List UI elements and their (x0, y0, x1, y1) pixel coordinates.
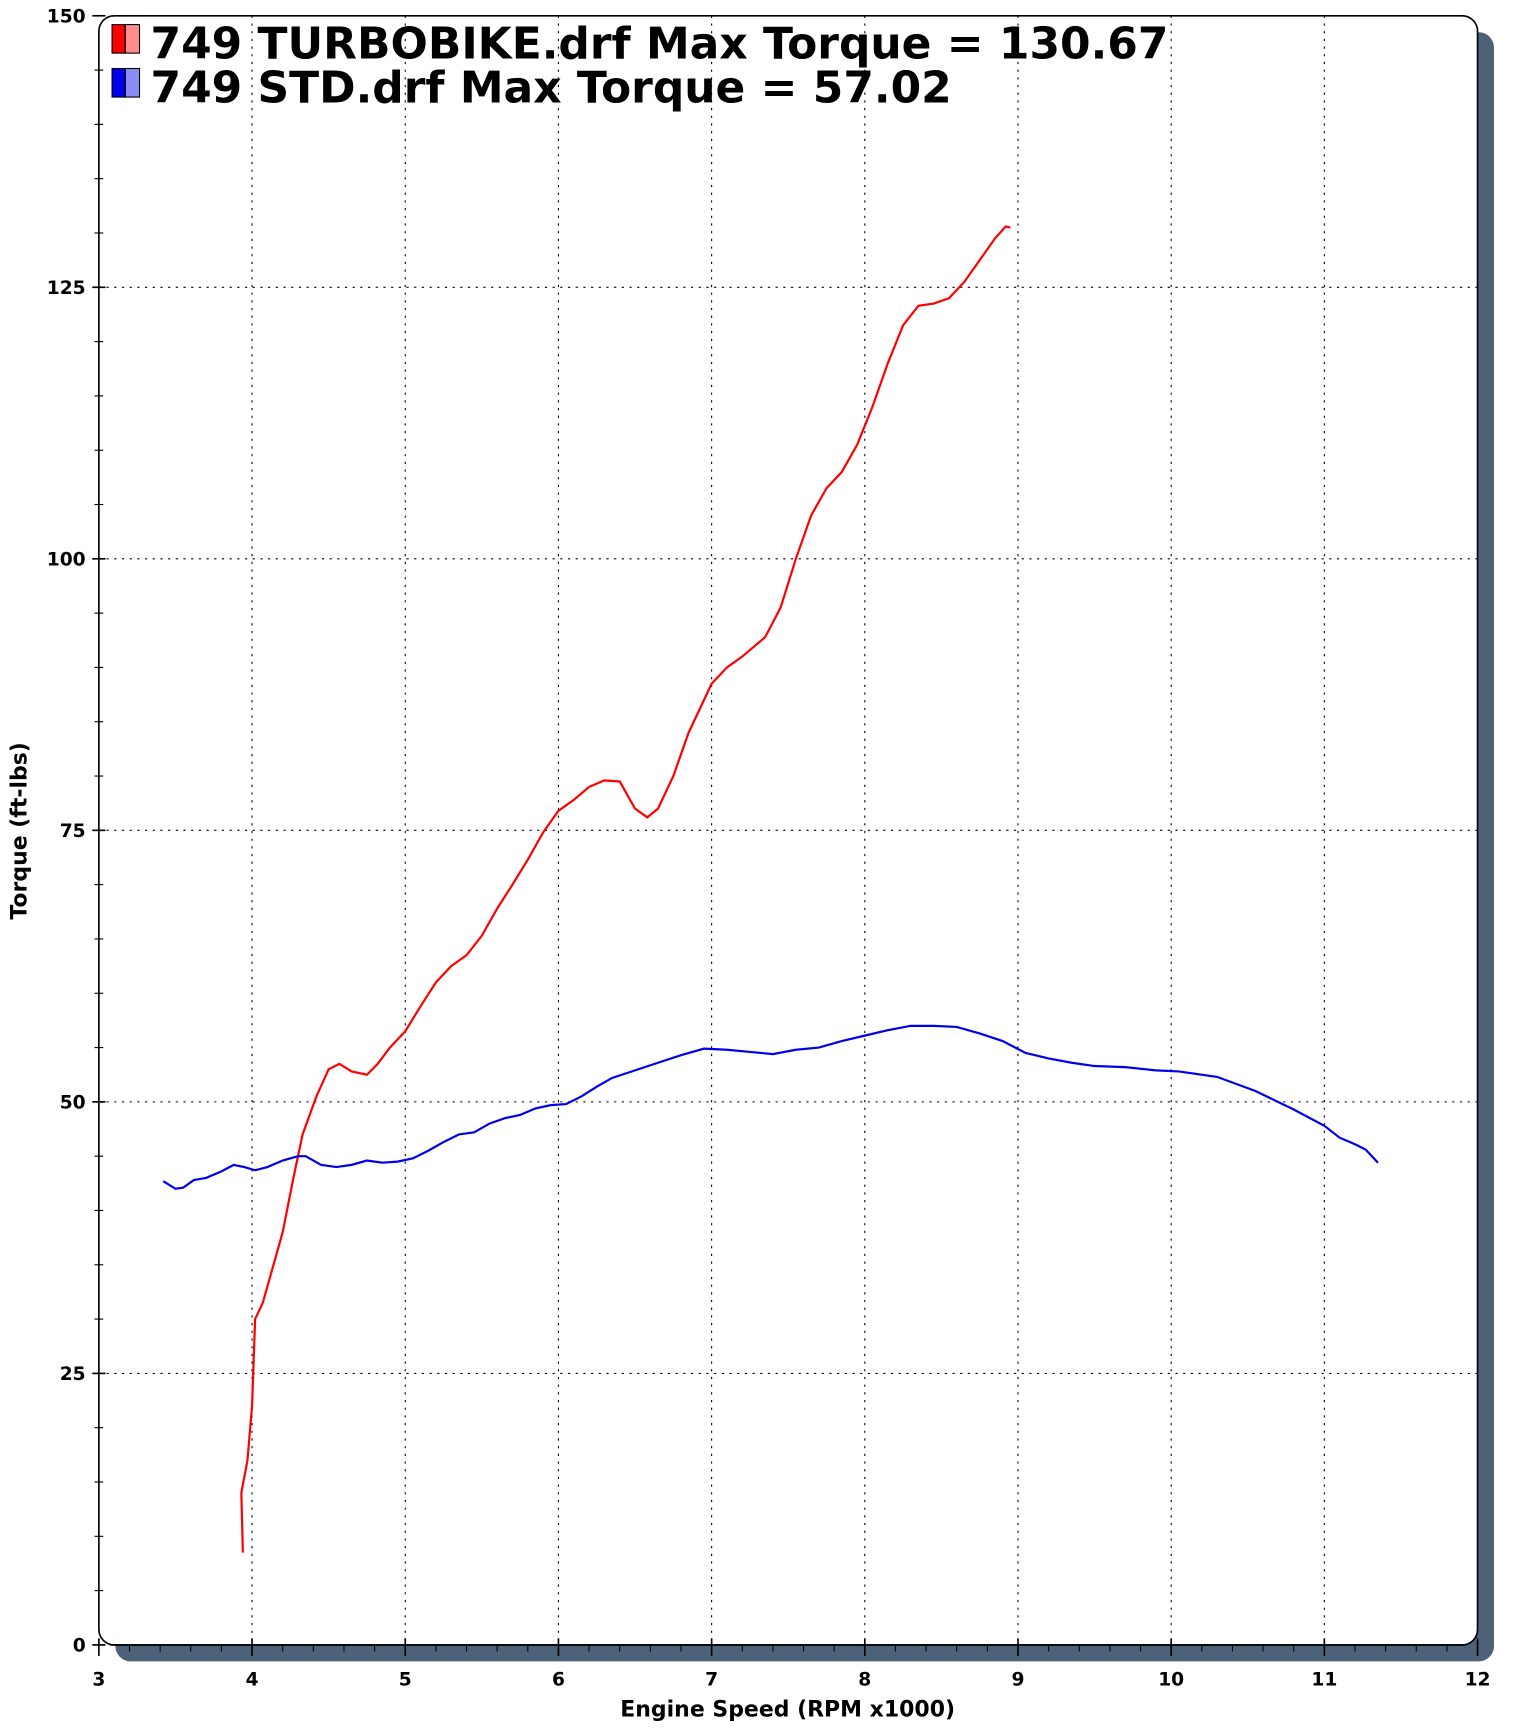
x-tick-label: 12 (1465, 1670, 1491, 1691)
legend-label: 749 TURBOBIKE.drf Max Torque = 130.67 (151, 19, 1169, 70)
series-line (162, 1024, 1379, 1190)
legend-swatch-light (124, 24, 141, 54)
legend-swatch (111, 24, 126, 54)
legend-swatch-light (124, 67, 141, 98)
x-tick-label: 6 (552, 1670, 565, 1691)
x-tick-label: 5 (399, 1670, 412, 1691)
x-axis-label: Engine Speed (RPM x1000) (620, 1697, 955, 1722)
x-tick-label: 4 (246, 1670, 259, 1691)
x-tick-label: 3 (92, 1670, 105, 1691)
y-tick-label: 25 (60, 1364, 86, 1385)
legend-swatch (111, 67, 126, 98)
y-axis-label: Torque (ft-lbs) (7, 742, 32, 920)
x-tick-label: 10 (1158, 1670, 1184, 1691)
y-tick-label: 0 (73, 1636, 86, 1657)
x-tick-label: 8 (858, 1670, 871, 1691)
y-tick-label: 100 (47, 549, 86, 570)
grid (92, 14, 1479, 1656)
y-tick-label: 150 (47, 6, 86, 27)
x-tick-label: 9 (1011, 1670, 1024, 1691)
plot-frame (98, 14, 1479, 1646)
lines (162, 225, 1379, 1553)
x-tick-label: 11 (1311, 1670, 1337, 1691)
y-tick-label: 50 (60, 1092, 86, 1113)
legend: 749 TURBOBIKE.drf Max Torque = 130.67749… (111, 19, 1169, 114)
series-line (240, 225, 1011, 1553)
y-tick-label: 75 (60, 821, 86, 842)
y-tick-label: 125 (47, 278, 86, 299)
legend-label: 749 STD.drf Max Torque = 57.02 (151, 63, 952, 114)
x-tick-label: 7 (705, 1670, 718, 1691)
